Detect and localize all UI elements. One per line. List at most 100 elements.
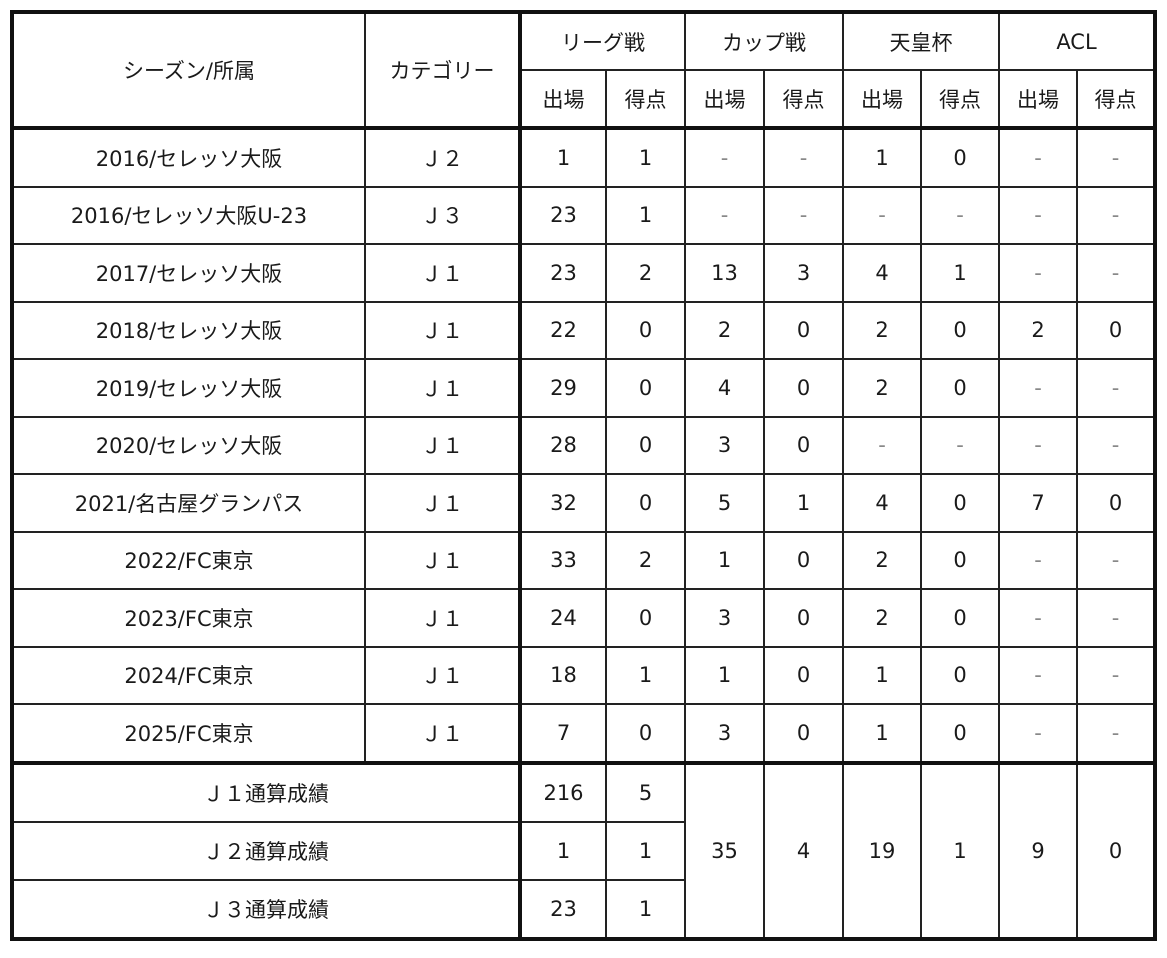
cup-goals-cell: -: [763, 185, 844, 245]
cup-apps-cell: 1: [684, 645, 765, 705]
emperor-apps-cell: -: [842, 415, 922, 475]
cup-goals-cell: -: [763, 127, 844, 188]
emperor-goals-cell: -: [920, 415, 1000, 475]
emperor-goals-cell: 0: [920, 703, 1000, 765]
cup-apps-cell: 3: [684, 588, 765, 648]
emperor-goals-cell: 0: [920, 473, 1000, 533]
total-league-apps: 1: [519, 820, 607, 881]
emperor-goals-cell: 0: [920, 127, 1000, 188]
cup-apps-cell: 3: [684, 703, 765, 765]
cup-apps-cell: 5: [684, 473, 765, 533]
cup-apps-cell: 13: [684, 243, 765, 303]
season-cell: 2016/セレッソ大阪U-23: [11, 185, 366, 245]
category-cell: Ｊ１: [364, 415, 522, 475]
cup-header: カップ戦: [684, 11, 844, 71]
acl-goals-cell: -: [1076, 358, 1156, 418]
table-row: 2017/セレッソ大阪 Ｊ１ 23 2 13 3 4 1- -: [11, 243, 1156, 303]
cup-apps-cell: 4: [684, 358, 765, 418]
emperor-goals-header: 得点: [920, 69, 1000, 130]
emperor-cup-header: 天皇杯: [842, 11, 1000, 71]
emperor-apps-cell: 2: [842, 530, 922, 590]
emperor-apps-cell: -: [842, 185, 922, 245]
header-row-top: シーズン/所属 カテゴリー リーグ戦 カップ戦 天皇杯 ACL: [11, 11, 1156, 130]
league-apps-header: 出場: [519, 69, 607, 130]
emperor-goals-cell: 0: [920, 358, 1000, 418]
league-goals-header: 得点: [605, 69, 686, 130]
league-apps-cell: 23: [519, 243, 607, 303]
acl-apps-cell: -: [998, 358, 1078, 418]
total-league-apps: 216: [519, 761, 607, 823]
cup-apps-cell: -: [684, 185, 765, 245]
league-apps-cell: 1: [519, 127, 607, 188]
acl-goals-cell: -: [1076, 185, 1156, 245]
total-label: Ｊ１通算成績: [11, 761, 522, 823]
cup-goals-cell: 0: [763, 415, 844, 475]
table-row: 2016/セレッソ大阪 Ｊ２ 1 1- -1 0- -: [11, 127, 1156, 188]
acl-apps-cell: -: [998, 588, 1078, 648]
season-cell: 2023/FC東京: [11, 588, 366, 648]
cup-apps-cell: 3: [684, 415, 765, 475]
season-cell: 2020/セレッソ大阪: [11, 415, 366, 475]
table-row: 2025/FC東京 Ｊ１ 7 0 3 0 1 0- -: [11, 703, 1156, 765]
emperor-apps-cell: 2: [842, 300, 922, 360]
emperor-goals-cell: 0: [920, 645, 1000, 705]
emperor-apps-header: 出場: [842, 69, 922, 130]
season-cell: 2017/セレッソ大阪: [11, 243, 366, 303]
season-cell: 2016/セレッソ大阪: [11, 127, 366, 188]
cup-goals-cell: 0: [763, 300, 844, 360]
total-acl-apps: 9: [998, 761, 1078, 940]
season-cell: 2025/FC東京: [11, 703, 366, 765]
league-goals-cell: 1: [605, 645, 686, 705]
league-apps-cell: 18: [519, 645, 607, 705]
acl-goals-cell: -: [1076, 703, 1156, 765]
acl-goals-cell: -: [1076, 530, 1156, 590]
emperor-apps-cell: 1: [842, 127, 922, 188]
league-apps-cell: 33: [519, 530, 607, 590]
emperor-apps-cell: 1: [842, 645, 922, 705]
cup-goals-cell: 0: [763, 703, 844, 765]
league-apps-cell: 28: [519, 415, 607, 475]
total-acl-goals: 0: [1076, 761, 1156, 940]
table-row: 2019/セレッソ大阪 Ｊ１ 29 0 4 0 2 0- -: [11, 358, 1156, 418]
emperor-apps-cell: 2: [842, 358, 922, 418]
table-row: 2024/FC東京 Ｊ１ 18 1 1 0 1 0- -: [11, 645, 1156, 705]
category-cell: Ｊ３: [364, 185, 522, 245]
table-row: 2018/セレッソ大阪 Ｊ１ 22 0 2 0 2 0 2 0: [11, 300, 1156, 360]
cup-goals-cell: 0: [763, 645, 844, 705]
emperor-goals-cell: 0: [920, 530, 1000, 590]
emperor-goals-cell: 1: [920, 243, 1000, 303]
emperor-goals-cell: 0: [920, 588, 1000, 648]
table-row: 2022/FC東京 Ｊ１ 33 2 1 0 2 0- -: [11, 530, 1156, 590]
acl-goals-cell: -: [1076, 645, 1156, 705]
total-league-apps: 23: [519, 878, 607, 940]
total-cup-goals: 4: [763, 761, 844, 940]
total-row-j2: Ｊ２通算成績 1 1: [11, 820, 1155, 881]
acl-apps-cell: -: [998, 415, 1078, 475]
acl-apps-cell: -: [998, 127, 1078, 188]
season-cell: 2024/FC東京: [11, 645, 366, 705]
acl-goals-cell: -: [1076, 127, 1156, 188]
league-goals-cell: 2: [605, 530, 686, 590]
category-cell: Ｊ１: [364, 300, 522, 360]
acl-goals-cell: -: [1076, 415, 1156, 475]
category-cell: Ｊ１: [364, 358, 522, 418]
category-cell: Ｊ１: [364, 645, 522, 705]
table-row: 2023/FC東京 Ｊ１ 24 0 3 0 2 0- -: [11, 588, 1156, 648]
acl-apps-cell: -: [998, 530, 1078, 590]
category-cell: Ｊ１: [364, 243, 522, 303]
acl-goals-header: 得点: [1076, 69, 1156, 130]
category-cell: Ｊ１: [364, 703, 522, 765]
cup-goals-header: 得点: [763, 69, 844, 130]
emperor-apps-cell: 4: [842, 243, 922, 303]
category-cell: Ｊ１: [364, 530, 522, 590]
emperor-goals-cell: 0: [920, 300, 1000, 360]
cup-apps-cell: 2: [684, 300, 765, 360]
season-cell: 2021/名古屋グランパス: [11, 473, 366, 533]
acl-header: ACL: [998, 11, 1156, 71]
table-row: 2020/セレッソ大阪 Ｊ１ 28 0 3 0- - - -: [11, 415, 1156, 475]
table-row: 2016/セレッソ大阪U-23 Ｊ３ 23 1- - - - - -: [11, 185, 1156, 245]
category-cell: Ｊ２: [364, 127, 522, 188]
header-row-sub: 出場 得点 出場 得点 出場 得点 出場 得点: [12, 69, 1156, 130]
cup-goals-cell: 1: [763, 473, 844, 533]
league-apps-cell: 7: [519, 703, 607, 765]
